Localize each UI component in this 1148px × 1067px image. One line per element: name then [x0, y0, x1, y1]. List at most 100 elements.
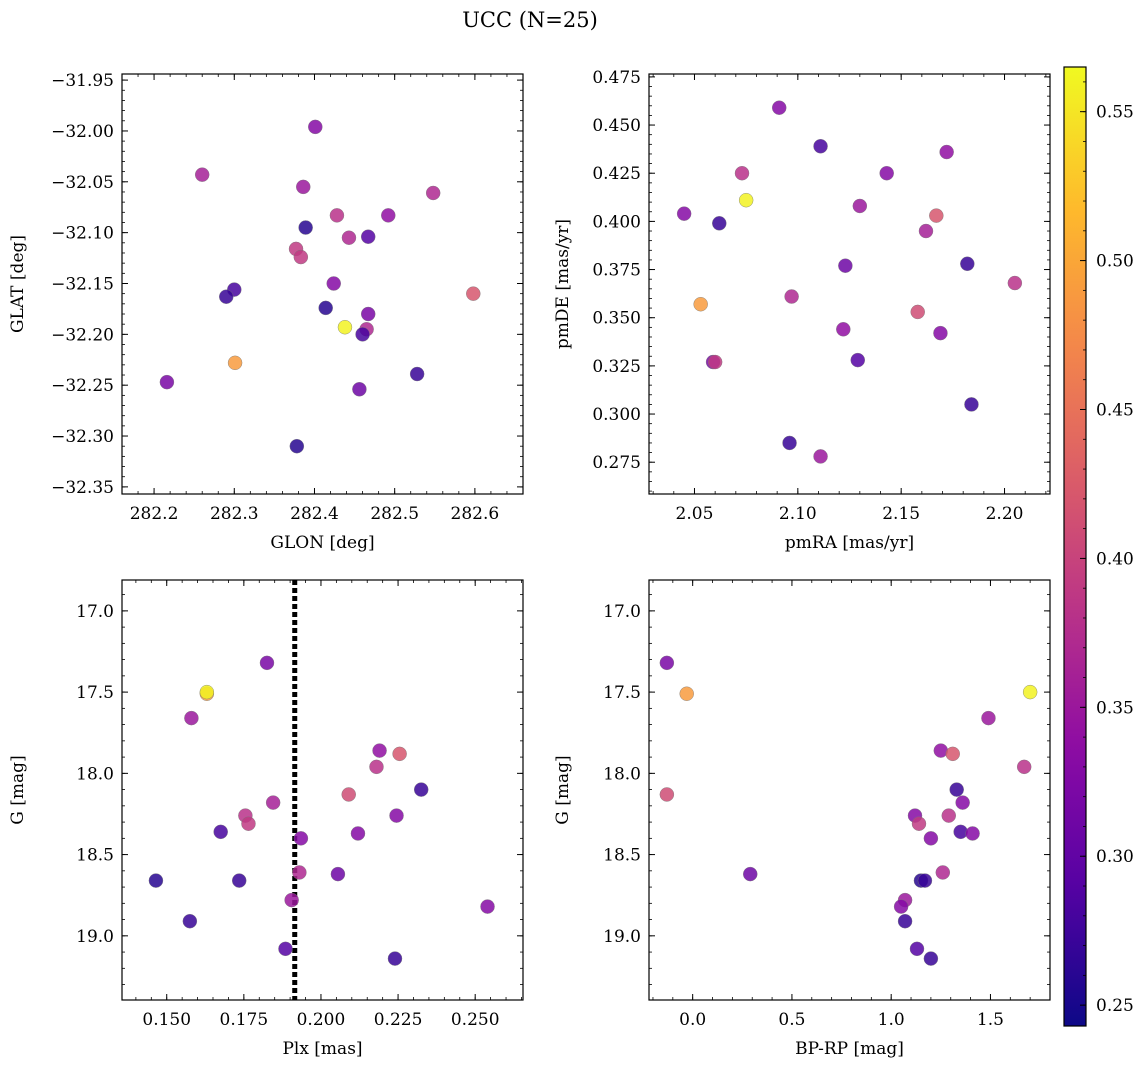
y-tick-label: −32.20 [51, 325, 114, 345]
data-point [1016, 759, 1032, 775]
plot-frame [648, 73, 1051, 495]
x-tick-label: 2.05 [676, 504, 714, 524]
y-tick-label: 17.5 [603, 683, 641, 703]
scatter-panel: 282.2 282.3 282.4 282.5 282.6 −32.35 −32.30 −32… [8, 71, 524, 553]
data-point [743, 866, 758, 882]
y-tick-label: 0.275 [592, 453, 641, 473]
x-tick-label: 282.6 [451, 504, 500, 524]
y-tick-label: −32.05 [51, 173, 114, 193]
data-point [945, 746, 960, 762]
data-point [909, 941, 925, 957]
x-tick-label: 0.0 [679, 1010, 706, 1030]
data-point [659, 655, 675, 671]
data-point [372, 743, 387, 758]
colorbar-tick-label: 0.45 [1096, 401, 1134, 421]
y-tick-label: 17.0 [603, 602, 641, 622]
data-point [296, 179, 311, 195]
data-point [965, 826, 980, 841]
x-axis-label: GLON [deg] [270, 533, 374, 553]
scatter-panel: 0.150 0.175 0.200 0.225 0.250 17.0 17.5 18.0 18.… [8, 579, 524, 1059]
y-tick-label: 0.475 [592, 68, 641, 88]
data-point [352, 382, 367, 397]
data-point [782, 435, 797, 451]
data-point [227, 355, 243, 371]
x-tick-label: 2.20 [986, 504, 1024, 524]
y-tick-label: 17.5 [76, 683, 114, 703]
data-point [784, 289, 799, 304]
data-point [813, 139, 828, 154]
colorbar-tick-label: 0.50 [1096, 252, 1134, 272]
colorbar-tick-label: 0.55 [1096, 103, 1134, 123]
data-point [734, 166, 750, 181]
data-point [960, 256, 975, 271]
data-point [232, 873, 247, 888]
x-axis-label: pmRA [mas/yr] [785, 533, 914, 553]
data-point [923, 951, 939, 966]
data-point [389, 808, 404, 823]
data-point [341, 230, 357, 245]
data-point [929, 208, 944, 223]
plot-frame [648, 579, 1051, 1001]
y-tick-label: 19.0 [603, 927, 641, 947]
x-axis-label: BP-RP [mag] [795, 1039, 904, 1059]
x-tick-label: 1.5 [977, 1010, 1004, 1030]
y-tick-label: 18.5 [603, 846, 641, 866]
data-point [838, 258, 853, 273]
colorbar-tick-label: 0.40 [1096, 549, 1134, 569]
data-point [392, 746, 407, 762]
data-point [292, 865, 307, 880]
data-point [964, 397, 979, 412]
colorbar-tick-label: 0.25 [1096, 996, 1134, 1016]
data-point [329, 208, 345, 223]
data-point [1007, 275, 1023, 291]
data-point [955, 795, 970, 810]
data-point [939, 144, 954, 160]
data-point [361, 229, 376, 244]
data-point [184, 710, 199, 726]
data-point [480, 899, 495, 914]
data-point [659, 787, 675, 802]
data-point [284, 892, 299, 908]
plot-frame [121, 73, 524, 495]
data-point [293, 831, 309, 846]
x-tick-label: 0.150 [142, 1010, 191, 1030]
data-point [1022, 684, 1038, 700]
data-point [836, 322, 851, 337]
data-point [712, 216, 727, 231]
y-tick-label: 0.350 [592, 309, 641, 329]
colorbar-bar [1063, 66, 1087, 1027]
data-point [676, 206, 692, 221]
y-tick-label: 0.400 [592, 212, 641, 232]
data-point [850, 352, 865, 368]
plot-frame [121, 579, 524, 1001]
data-point [350, 826, 366, 841]
scatter-panel: 2.05 2.10 2.15 2.20 0.275 0.300 0.325 0.350 0.37… [553, 68, 1051, 553]
data-point [369, 759, 384, 775]
data-point [318, 300, 333, 316]
data-point [330, 866, 346, 882]
data-point [293, 249, 309, 265]
y-axis-label: G [mag] [8, 755, 28, 824]
x-tick-label: 282.4 [290, 504, 339, 524]
data-point [466, 286, 481, 301]
data-point [148, 873, 164, 888]
y-tick-label: −31.95 [51, 71, 114, 91]
data-point [341, 787, 356, 802]
y-tick-label: 0.325 [592, 357, 641, 377]
x-tick-label: 282.2 [130, 504, 179, 524]
data-point [219, 289, 234, 304]
y-tick-label: 0.300 [592, 405, 641, 425]
points-group [676, 100, 1023, 464]
y-tick-label: −32.00 [51, 122, 114, 142]
data-point [414, 782, 429, 797]
data-point [199, 684, 215, 700]
data-point [879, 166, 894, 181]
colorbar-tick-label: 0.30 [1096, 847, 1134, 867]
y-tick-label: −32.15 [51, 274, 114, 294]
colorbar: 0.25 0.30 0.35 0.40 0.45 0.50 0.55 [1063, 66, 1134, 1027]
data-point [355, 327, 370, 342]
y-tick-label: 18.5 [76, 846, 114, 866]
scatter-panel: 0.0 0.5 1.0 1.5 17.0 17.5 18.0 18.5 19.0 BP-RP [m… [553, 579, 1051, 1059]
x-tick-label: 0.200 [297, 1010, 346, 1030]
